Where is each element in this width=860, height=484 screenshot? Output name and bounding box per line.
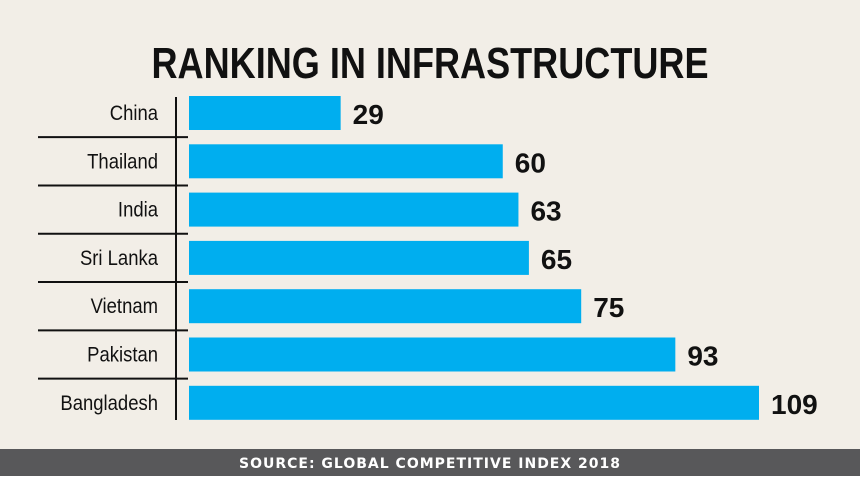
category-label: China: [110, 102, 158, 125]
category-label: Vietnam: [91, 295, 158, 318]
bar: [189, 385, 759, 420]
bar: [189, 96, 341, 130]
value-label: 29: [353, 99, 384, 130]
category-label: Sri Lanka: [80, 247, 158, 270]
bar: [189, 144, 503, 179]
category-label: India: [118, 199, 158, 222]
bar: [189, 289, 582, 324]
category-label: Pakistan: [87, 343, 158, 366]
source-text: SOURCE: GLOBAL COMPETITIVE INDEX 2018: [239, 456, 621, 472]
value-label: 65: [541, 244, 572, 275]
chart-title: RANKING IN INFRASTRUCTURE: [152, 39, 709, 88]
bar: [189, 337, 676, 372]
category-label: Thailand: [87, 150, 158, 173]
bar: [189, 192, 519, 227]
category-label: Bangladesh: [60, 392, 158, 415]
source-footer: [0, 449, 860, 476]
value-label: 109: [771, 389, 818, 420]
value-label: 75: [593, 292, 624, 323]
value-label: 60: [515, 147, 546, 178]
value-label: 93: [687, 341, 718, 372]
value-label: 63: [530, 196, 561, 227]
bar: [189, 240, 529, 275]
